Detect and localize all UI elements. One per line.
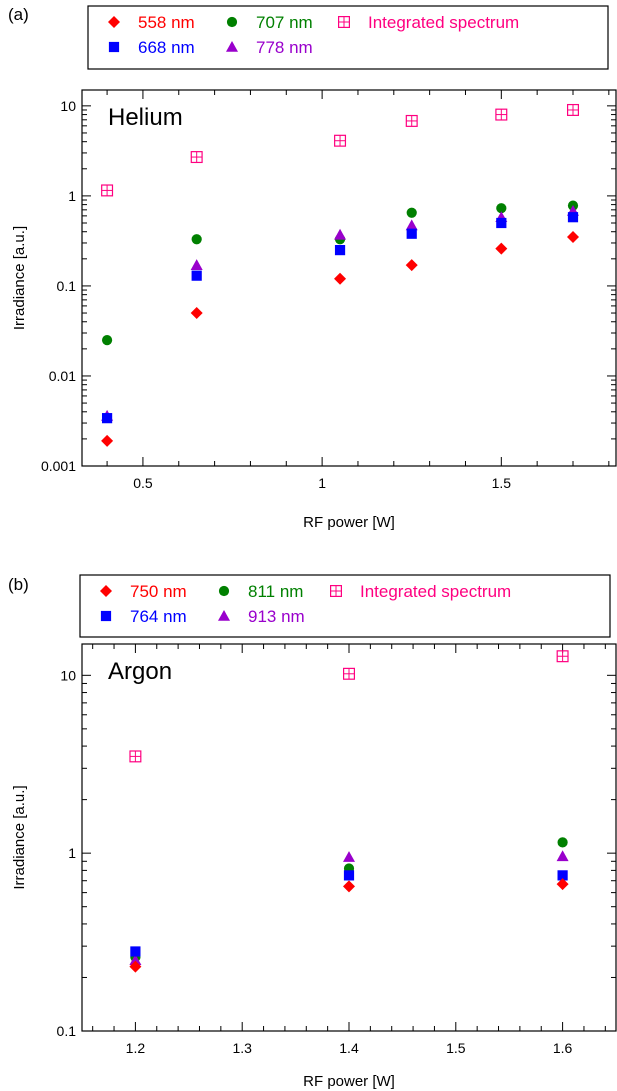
series-558-nm xyxy=(101,230,579,447)
legend-marker xyxy=(108,41,120,53)
legend-item: 707 nm xyxy=(226,13,313,32)
data-point xyxy=(567,212,579,223)
x-tick-label: 1.5 xyxy=(446,1040,466,1056)
x-tick-label: 1 xyxy=(318,475,326,491)
legend-marker xyxy=(218,585,230,597)
legend-label: 707 nm xyxy=(256,13,313,32)
legend-item: Integrated spectrum xyxy=(338,13,519,32)
data-point xyxy=(129,960,142,973)
legend-label: 913 nm xyxy=(248,607,305,626)
legend-item: 668 nm xyxy=(108,38,195,57)
legend-label: 750 nm xyxy=(130,582,187,601)
y-tick-label: 0.01 xyxy=(49,368,76,384)
data-point xyxy=(556,878,569,891)
panel-label: (a) xyxy=(8,5,29,24)
data-point xyxy=(405,259,418,272)
data-point xyxy=(405,219,418,231)
legend-label: 764 nm xyxy=(130,607,187,626)
chart-panel-a: (a) 558 nm 668 nm 707 nm 778 nm Integrated sp… xyxy=(8,5,617,531)
chart-panel-b: (b) 750 nm 764 nm 811 nm 913 nm Integrated sp… xyxy=(8,574,617,1090)
data-point xyxy=(190,259,203,270)
y-tick-label: 1 xyxy=(68,188,76,204)
data-point xyxy=(496,217,507,229)
data-point xyxy=(557,837,568,848)
y-axis-label: Irradiance [a.u.] xyxy=(11,785,28,889)
legend-label: 811 nm xyxy=(248,582,303,601)
x-tick-label: 1.2 xyxy=(126,1040,146,1056)
data-point xyxy=(406,228,417,239)
data-point xyxy=(496,203,507,214)
x-axis-label: RF power [W] xyxy=(303,1073,395,1090)
legend-label: 558 nm xyxy=(138,13,195,32)
data-point xyxy=(334,244,346,256)
plot-area xyxy=(81,643,617,1032)
data-point xyxy=(495,242,508,255)
data-point xyxy=(406,207,417,218)
legend-marker xyxy=(100,585,112,597)
y-tick-label: 1 xyxy=(68,845,76,861)
legend-marker xyxy=(226,41,238,52)
data-point xyxy=(101,413,113,424)
legend-box xyxy=(79,574,611,638)
legend-item: 764 nm xyxy=(100,607,187,626)
x-tick-label: 1.3 xyxy=(232,1040,252,1056)
y-tick-label: 0.001 xyxy=(41,458,76,474)
data-point xyxy=(101,335,113,346)
series-750-nm xyxy=(129,878,569,973)
legend-marker xyxy=(100,610,112,622)
data-point xyxy=(334,228,347,240)
panel-annotation: Argon xyxy=(108,658,172,685)
x-tick-label: 0.5 xyxy=(133,475,153,491)
data-point xyxy=(190,307,203,320)
plot-area xyxy=(81,89,617,467)
legend-label: 778 nm xyxy=(256,38,313,57)
data-point xyxy=(191,234,202,245)
data-point xyxy=(101,434,114,447)
legend-label: Integrated spectrum xyxy=(360,582,511,601)
legend-item: 913 nm xyxy=(218,607,305,626)
data-point xyxy=(566,230,579,243)
data-point xyxy=(557,870,568,881)
data-point xyxy=(343,880,355,893)
data-point xyxy=(343,870,355,881)
x-tick-label: 1.4 xyxy=(339,1040,359,1056)
y-tick-label: 10 xyxy=(60,98,76,114)
legend-item: Integrated spectrum xyxy=(330,582,511,601)
legend-marker xyxy=(108,16,120,28)
series-integrated-spectrum xyxy=(101,103,579,197)
y-axis-label: Irradiance [a.u.] xyxy=(11,226,28,330)
legend-label: 668 nm xyxy=(138,38,195,57)
legend-item: 811 nm xyxy=(218,582,303,601)
legend-item: 778 nm xyxy=(226,38,313,57)
legend-item: 750 nm xyxy=(100,582,187,601)
series-778-nm xyxy=(101,204,579,421)
legend-label: Integrated spectrum xyxy=(368,13,519,32)
series-integrated-spectrum xyxy=(129,650,569,763)
series-764-nm xyxy=(130,870,568,957)
data-point xyxy=(343,851,355,862)
series-913-nm xyxy=(129,850,569,966)
x-tick-label: 1.6 xyxy=(553,1040,573,1056)
legend-marker xyxy=(226,16,238,28)
y-tick-label: 10 xyxy=(60,667,76,683)
data-point xyxy=(334,272,347,285)
legend-marker xyxy=(218,610,230,621)
x-tick-label: 1.5 xyxy=(492,475,512,491)
y-tick-label: 0.1 xyxy=(57,1023,77,1039)
panel-label: (b) xyxy=(8,575,29,594)
legend-item: 558 nm xyxy=(108,13,195,32)
y-tick-label: 0.1 xyxy=(57,278,77,294)
series-668-nm xyxy=(101,212,579,424)
panel-annotation: Helium xyxy=(108,104,183,131)
data-point xyxy=(130,946,141,957)
x-axis-label: RF power [W] xyxy=(303,514,395,531)
data-point xyxy=(129,954,142,966)
data-point xyxy=(191,270,202,281)
data-point xyxy=(556,850,569,862)
